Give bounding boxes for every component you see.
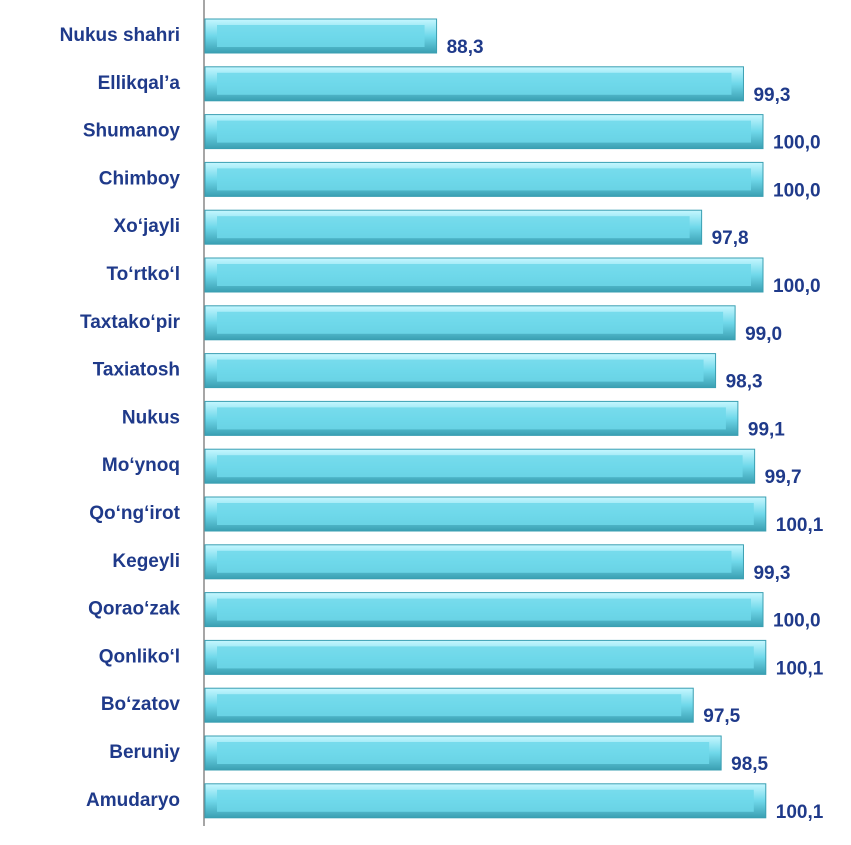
category-label: Chimboy	[99, 168, 181, 189]
bar-face	[217, 72, 732, 95]
bar-face	[217, 789, 754, 812]
category-label: Ellikqal’a	[98, 73, 181, 94]
category-label: Shumanoy	[83, 121, 181, 142]
category-label: To‘rtko‘l	[106, 264, 180, 285]
bar-face	[217, 550, 732, 573]
category-label: Qo‘ng‘irot	[89, 503, 180, 524]
value-label: 100,0	[773, 611, 821, 632]
value-label: 99,0	[745, 324, 782, 345]
category-label: Nukus	[122, 407, 180, 428]
value-label: 99,3	[753, 85, 790, 106]
value-label: 100,0	[773, 276, 821, 297]
value-label: 99,3	[753, 563, 790, 584]
value-label: 100,1	[776, 658, 824, 679]
value-label: 99,7	[765, 467, 802, 488]
category-label: Qorao‘zak	[88, 599, 180, 620]
bar-face	[217, 216, 690, 239]
bar-face	[217, 311, 724, 334]
value-label: 100,0	[773, 133, 821, 154]
value-label: 99,1	[748, 419, 785, 440]
bar-face	[217, 598, 751, 621]
value-label: 98,3	[726, 372, 763, 393]
category-label: Taxiatosh	[93, 360, 180, 381]
bar-face	[217, 407, 726, 430]
category-label: Xo‘jayli	[113, 216, 180, 237]
bar-face	[217, 25, 425, 47]
bar-face	[217, 264, 751, 286]
category-label: Nukus shahri	[60, 25, 180, 46]
category-label: Beruniy	[109, 742, 180, 763]
bar-face	[217, 455, 743, 478]
value-label: 98,5	[731, 754, 768, 775]
bar-face	[217, 694, 682, 717]
bar-face	[217, 120, 751, 143]
bar-face	[217, 359, 704, 382]
value-label: 100,0	[773, 180, 821, 201]
bar-face	[217, 503, 754, 525]
value-label: 97,5	[703, 706, 740, 727]
value-label: 97,8	[712, 228, 749, 249]
bar-face	[217, 168, 751, 191]
value-label: 100,1	[776, 515, 824, 536]
bar-face	[217, 646, 754, 669]
category-label: Taxtako‘pir	[80, 312, 181, 333]
value-label: 88,3	[447, 37, 484, 58]
category-label: Bo‘zatov	[101, 694, 181, 715]
category-label: Qonliko‘l	[99, 646, 180, 667]
category-label: Mo‘ynoq	[102, 455, 180, 476]
category-label: Amudaryo	[86, 790, 180, 811]
category-label: Kegeyli	[112, 551, 180, 572]
value-label: 100,1	[776, 802, 824, 823]
bar-face	[217, 742, 710, 764]
